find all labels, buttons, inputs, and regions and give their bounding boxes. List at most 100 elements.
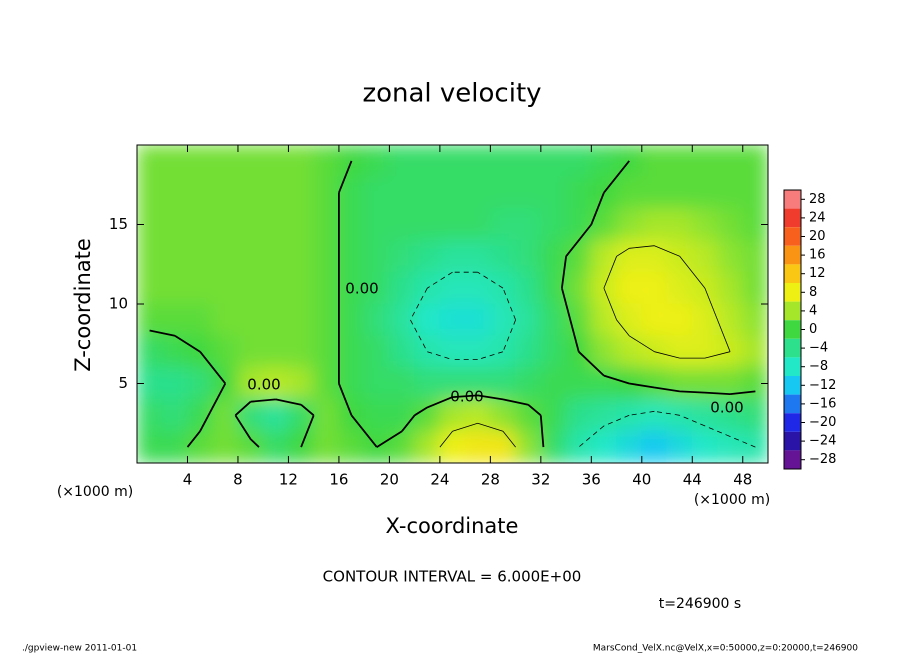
field-cell [641,239,668,273]
field-cell [388,208,416,241]
field-cell [540,335,567,369]
field-cell [137,176,163,210]
field-cell [540,208,567,241]
field-cell [237,398,264,432]
field-cell [742,145,768,178]
contour-line [149,160,756,448]
field-cell [717,430,744,463]
field-cell [590,430,618,463]
field-cell [363,239,390,273]
field-cell [237,430,264,463]
y-tick-label: 5 [118,374,128,392]
field-cell [464,176,491,210]
field-cell [717,367,744,400]
field-cell [565,176,592,210]
x-tick-label: 20 [380,471,399,489]
x-unit-label: (×1000 m) [57,484,133,500]
field-cell [439,145,466,178]
x-tick-label: 12 [279,471,298,489]
field-cell [439,367,466,400]
field-cell [137,271,163,305]
contour-label: 0.00 [710,399,743,417]
field-cell [489,239,517,273]
field-cell [717,145,744,178]
field-cell [464,303,491,337]
colorbar-box [784,190,801,209]
field-cell [186,208,214,241]
field-cell [515,145,542,178]
field-cell [262,398,289,432]
field-cell [237,208,264,241]
field-cell [540,145,567,178]
field-cell [515,430,542,463]
field-cell [161,430,188,463]
field-cell [313,303,340,337]
field-cell [161,176,188,210]
field-cell [641,176,668,210]
y-tick-label: 10 [109,295,128,313]
x-tick-label: 8 [233,471,243,489]
field-cell [742,176,768,210]
colorbar-box [784,450,801,469]
field-cell [439,176,466,210]
field-cell [313,367,340,400]
field-cell [666,367,693,400]
field-cell [515,239,542,273]
field-cell [717,239,744,273]
field-cell [262,208,289,241]
field-cell [237,367,264,400]
field-cell [641,367,668,400]
field-cell [717,176,744,210]
field-cell [186,145,214,178]
field-cell [590,145,618,178]
field-cell [161,208,188,241]
field-cell [616,303,643,337]
field-cell [464,367,491,400]
field-cell [338,208,365,241]
field-cell [161,271,188,305]
field-cell [717,208,744,241]
field-cell [641,145,668,178]
field-cell [212,398,239,432]
field-cell [262,176,289,210]
contour-label: 0.00 [247,376,280,394]
field-cell [186,271,214,305]
field-cell [363,335,390,369]
field-cell [338,303,365,337]
field-cell [590,398,618,432]
field-cell [691,176,719,210]
field-cell [313,335,340,369]
field-cell [414,430,441,463]
field-cell [338,176,365,210]
field-cell [464,239,491,273]
field-cell [515,176,542,210]
field-cell [691,239,719,273]
field-cell [287,239,315,273]
field-cell [691,335,719,369]
field-cell [590,367,618,400]
field-cell [388,303,416,337]
field-cell [212,145,239,178]
field-cell [616,271,643,305]
field-cell [363,367,390,400]
field-cell [363,303,390,337]
colorbar-tick-label: 8 [809,285,817,300]
field-cell [439,208,466,241]
field-cell [212,335,239,369]
field [137,145,768,463]
field-cell [237,176,264,210]
colorbar-tick-label: 16 [809,248,826,263]
colorbar-tick-label: 4 [809,303,817,318]
colorbar-box [784,245,801,265]
x-tick-label: 44 [683,471,702,489]
field-cell [287,335,315,369]
field-cell [565,145,592,178]
field-cell [691,430,719,463]
colorbar-box [784,357,801,376]
field-cell [287,430,315,463]
field-cell [388,398,416,432]
field-cell [237,271,264,305]
field-cell [666,208,693,241]
x-tick-label: 28 [481,471,500,489]
